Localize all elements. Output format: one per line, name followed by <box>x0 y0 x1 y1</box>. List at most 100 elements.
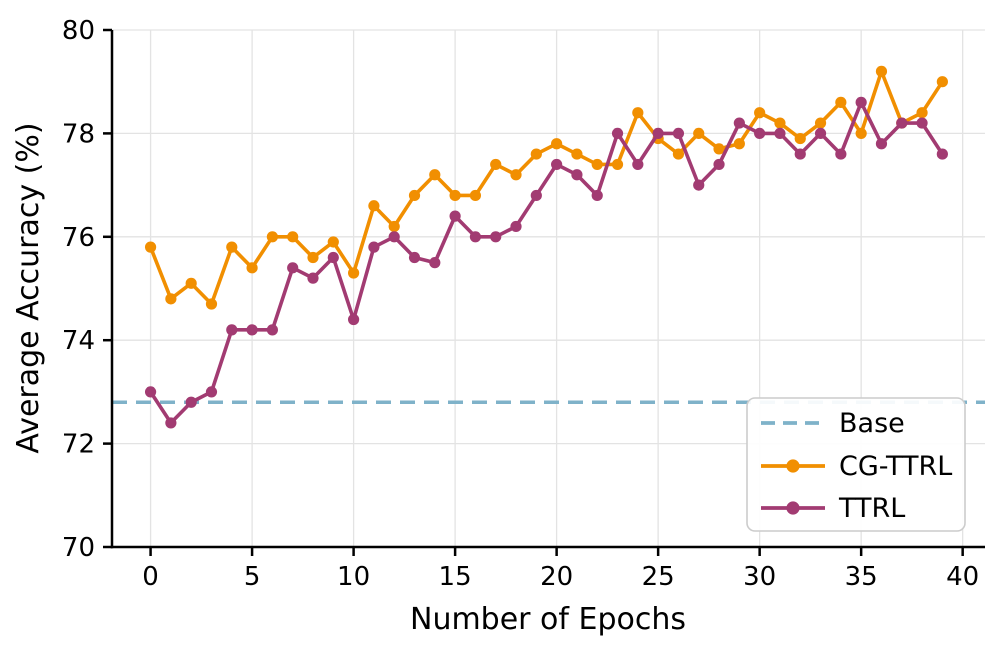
data-point-ttrl <box>875 138 888 150</box>
data-point-cg-ttrl <box>449 189 461 202</box>
x-tick-label: 0 <box>142 562 159 592</box>
data-point-ttrl <box>510 220 522 233</box>
data-point-cg-ttrl <box>144 241 157 253</box>
legend: Base CG-TTRL TTRL <box>746 397 966 532</box>
y-tick-label: 76 <box>62 223 95 253</box>
series-lines <box>144 65 948 429</box>
data-point-ttrl <box>774 127 786 139</box>
data-point-cg-ttrl <box>814 117 827 129</box>
data-point-cg-ttrl <box>368 200 380 212</box>
data-point-cg-ttrl <box>287 231 299 243</box>
legend-box <box>746 397 966 532</box>
y-tick-label: 72 <box>62 430 95 460</box>
data-point-cg-ttrl <box>733 138 745 150</box>
data-point-cg-ttrl <box>327 236 339 248</box>
data-point-ttrl <box>652 127 664 139</box>
x-tick-label: 10 <box>337 562 370 592</box>
data-point-cg-ttrl <box>835 96 847 108</box>
data-point-ttrl <box>672 127 685 139</box>
data-point-cg-ttrl <box>754 107 766 119</box>
legend-item-ttrl: TTRL <box>761 493 905 524</box>
y-tick-label: 78 <box>62 119 95 149</box>
legend-item-base: Base <box>761 408 905 439</box>
series-cg-ttrl <box>144 65 948 310</box>
data-point-ttrl <box>733 117 745 129</box>
series-line-ttrl <box>148 100 945 425</box>
data-point-ttrl <box>205 386 218 398</box>
data-point-ttrl <box>327 251 339 264</box>
axes-spines-ticks <box>103 28 985 556</box>
data-point-cg-ttrl <box>875 65 888 77</box>
data-point-cg-ttrl <box>632 107 644 119</box>
data-point-cg-ttrl <box>388 220 400 233</box>
y-tick-label: 70 <box>62 533 95 563</box>
legend-item-cg-ttrl: CG-TTRL <box>761 451 952 482</box>
data-point-ttrl <box>469 231 482 243</box>
data-point-cg-ttrl <box>226 241 238 253</box>
data-point-ttrl <box>896 117 908 129</box>
data-point-cg-ttrl <box>611 158 624 171</box>
data-point-ttrl <box>266 324 278 336</box>
data-point-cg-ttrl <box>794 132 806 145</box>
data-point-cg-ttrl <box>571 148 583 160</box>
data-point-ttrl <box>490 231 502 243</box>
legend-item-label: Base <box>839 408 905 439</box>
data-point-cg-ttrl <box>774 117 786 129</box>
x-tick-label: 30 <box>743 562 776 592</box>
x-tick-label: 40 <box>946 562 979 592</box>
legend-item-label: TTRL <box>838 493 905 524</box>
x-tick-label: 15 <box>439 562 472 592</box>
data-point-cg-ttrl <box>469 189 482 202</box>
x-tick-label: 35 <box>845 562 878 592</box>
data-point-ttrl <box>551 158 563 171</box>
data-point-ttrl <box>185 396 197 408</box>
data-point-ttrl <box>855 96 867 108</box>
x-tick-label: 20 <box>540 562 573 592</box>
data-point-cg-ttrl <box>672 148 685 160</box>
data-point-cg-ttrl <box>307 251 319 264</box>
data-point-ttrl <box>307 272 319 284</box>
data-point-ttrl <box>449 210 461 222</box>
data-point-ttrl <box>165 417 177 429</box>
data-point-cg-ttrl <box>347 267 360 279</box>
data-point-ttrl <box>835 148 847 160</box>
data-point-ttrl <box>693 179 705 191</box>
y-tick-label: 80 <box>62 16 95 46</box>
data-point-ttrl <box>226 324 238 336</box>
data-point-ttrl <box>632 158 644 171</box>
data-point-cg-ttrl <box>429 169 441 181</box>
data-point-ttrl <box>814 127 827 139</box>
data-point-cg-ttrl <box>693 127 705 139</box>
data-point-cg-ttrl <box>551 138 563 150</box>
data-point-ttrl <box>368 241 380 253</box>
y-tick-label: 74 <box>62 326 95 356</box>
data-point-ttrl <box>246 324 258 336</box>
data-point-ttrl <box>794 148 806 160</box>
data-point-cg-ttrl <box>165 293 177 305</box>
data-point-ttrl <box>936 148 948 160</box>
data-point-cg-ttrl <box>266 231 278 243</box>
data-point-cg-ttrl <box>246 262 258 274</box>
x-axis-label: Number of Epochs <box>410 602 686 637</box>
data-point-cg-ttrl <box>205 298 218 310</box>
data-point-ttrl <box>530 189 542 202</box>
data-point-ttrl <box>591 189 603 202</box>
data-point-cg-ttrl <box>510 169 522 181</box>
data-point-ttrl <box>916 117 928 129</box>
data-point-ttrl <box>754 127 766 139</box>
legend-marker-dot <box>786 501 800 515</box>
data-point-ttrl <box>611 127 624 139</box>
data-point-cg-ttrl <box>713 143 725 155</box>
data-point-ttrl <box>287 262 299 274</box>
x-tick-label: 25 <box>642 562 675 592</box>
data-point-ttrl <box>429 257 441 269</box>
data-point-cg-ttrl <box>530 148 542 160</box>
series-line-cg-ttrl <box>148 69 945 306</box>
data-point-ttrl <box>347 313 360 326</box>
tick-labels: 0 5 10 15 20 25 30 35 40 70 72 74 76 78 80 <box>62 16 979 592</box>
data-point-cg-ttrl <box>490 158 502 171</box>
data-point-ttrl <box>713 158 725 171</box>
data-point-cg-ttrl <box>591 158 603 171</box>
y-axis-label: Average Accuracy (%) <box>11 122 46 453</box>
